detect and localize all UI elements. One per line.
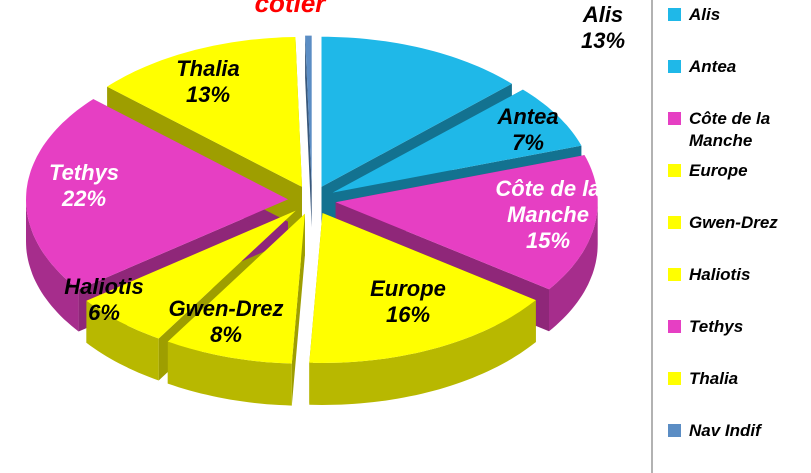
slice — [107, 37, 302, 187]
data-label: Tethys 22% — [4, 160, 164, 212]
label-value: 15% — [525, 228, 571, 253]
legend-swatch — [668, 60, 681, 73]
legend-label: Nav Indif — [689, 421, 761, 440]
legend-item: Antea — [668, 56, 811, 78]
slice-wall — [26, 199, 79, 332]
slice-wall — [167, 341, 292, 406]
chart-title: côtier — [254, 0, 326, 18]
slice-wall — [86, 300, 159, 381]
slice-wall — [309, 300, 536, 405]
legend-label: Alis — [689, 5, 721, 24]
legend-label: Gwen-Drez — [689, 213, 778, 232]
legend-item: Thalia — [668, 368, 811, 390]
data-label: Alis 13% — [523, 2, 683, 54]
label-value: 13% — [185, 82, 231, 107]
slice — [26, 99, 288, 290]
label-name: Alis — [582, 2, 624, 27]
legend-label: Thalia — [689, 369, 739, 388]
legend-item: Alis — [668, 4, 811, 26]
slice — [332, 89, 582, 193]
data-label: Côte de la Manche 15% — [483, 176, 613, 254]
label-name: Tethys — [48, 160, 120, 185]
slice-side — [305, 35, 312, 228]
label-value: 22% — [61, 186, 107, 211]
label-name: Gwen-Drez — [168, 296, 284, 321]
data-label: Antea 7% — [448, 104, 608, 156]
label-value: 16% — [385, 302, 431, 327]
label-value: 13% — [580, 28, 626, 53]
legend-item: Côte de la Manche — [668, 108, 811, 152]
legend-swatch — [668, 112, 681, 125]
legend-swatch — [668, 424, 681, 437]
slice — [86, 210, 296, 339]
legend-swatch — [668, 372, 681, 385]
legend-swatch — [668, 216, 681, 229]
legend-label: Haliotis — [689, 265, 751, 284]
legend-item: Gwen-Drez — [668, 212, 811, 234]
data-label: Thalia 13% — [128, 56, 288, 108]
slice — [321, 36, 512, 187]
legend-label: Tethys — [689, 317, 744, 336]
legend-item: Nav Indif — [668, 420, 811, 442]
legend-item: Europe — [668, 160, 811, 182]
data-label: Gwen-Drez 8% — [146, 296, 306, 348]
label-name: Europe — [370, 276, 446, 301]
data-label: Haliotis 6% — [24, 274, 184, 326]
label-value: 6% — [88, 300, 120, 325]
legend-label: Côte de la Manche — [689, 109, 771, 150]
slice-side — [291, 213, 305, 406]
legend-swatch — [668, 268, 681, 281]
label-name: Côte de la Manche — [495, 176, 601, 227]
slice — [167, 213, 305, 364]
label-name: Thalia — [176, 56, 240, 81]
label-name: Antea — [497, 104, 559, 129]
slice — [335, 155, 598, 290]
data-label: Europe 16% — [328, 276, 488, 328]
legend-item: Tethys — [668, 316, 811, 338]
slice — [309, 213, 536, 363]
legend-swatch — [668, 320, 681, 333]
label-name: Haliotis — [64, 274, 144, 299]
label-value: 7% — [512, 130, 544, 155]
legend-swatch — [668, 164, 681, 177]
legend-item: Haliotis — [668, 264, 811, 286]
legend-label: Antea — [689, 57, 737, 76]
legend-label: Europe — [689, 161, 748, 180]
label-value: 8% — [210, 322, 242, 347]
legend-swatch — [668, 8, 681, 21]
slice — [305, 35, 312, 186]
slice-wall — [549, 202, 598, 332]
